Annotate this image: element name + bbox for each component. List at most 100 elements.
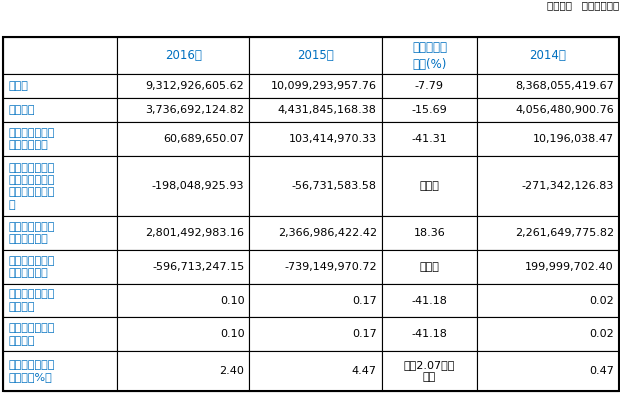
Bar: [3, 122, 117, 156]
Text: 单位：元   币种：人民币: 单位：元 币种：人民币: [546, 0, 619, 10]
Text: 0.17: 0.17: [352, 329, 377, 339]
Bar: [477, 216, 619, 250]
Text: -41.18: -41.18: [412, 329, 448, 339]
Text: -596,713,247.15: -596,713,247.15: [152, 262, 244, 272]
Bar: [382, 250, 477, 284]
Text: 8,368,055,419.67: 8,368,055,419.67: [515, 81, 614, 91]
Text: -15.69: -15.69: [412, 105, 447, 115]
Text: 10,099,293,957.76: 10,099,293,957.76: [271, 81, 377, 91]
Text: 归属于上市公司
股东的扣除非经
常性损益的净利
润: 归属于上市公司 股东的扣除非经 常性损益的净利 润: [8, 163, 55, 210]
Bar: [249, 74, 382, 98]
Bar: [382, 216, 477, 250]
Text: 0.02: 0.02: [589, 329, 614, 339]
Text: 2,261,649,775.82: 2,261,649,775.82: [515, 228, 614, 238]
Text: 4,056,480,900.76: 4,056,480,900.76: [515, 105, 614, 115]
Bar: [249, 37, 382, 74]
Text: 归属于上市公司
股东的净利润: 归属于上市公司 股东的净利润: [8, 128, 55, 151]
Bar: [477, 74, 619, 98]
Bar: [382, 74, 477, 98]
Bar: [382, 156, 477, 216]
Bar: [117, 122, 249, 156]
Bar: [3, 37, 117, 74]
Text: 0.47: 0.47: [589, 366, 614, 376]
Bar: [382, 37, 477, 74]
Bar: [477, 284, 619, 318]
Bar: [382, 98, 477, 122]
Text: -41.18: -41.18: [412, 296, 448, 306]
Text: 3,736,692,124.82: 3,736,692,124.82: [146, 105, 244, 115]
Bar: [249, 216, 382, 250]
Bar: [477, 250, 619, 284]
Bar: [477, 156, 619, 216]
Bar: [477, 98, 619, 122]
Text: 0.02: 0.02: [589, 296, 614, 306]
Bar: [249, 122, 382, 156]
Text: 2.40: 2.40: [219, 366, 244, 376]
Bar: [382, 284, 477, 318]
Text: 减少2.07个百
分点: 减少2.07个百 分点: [404, 360, 455, 382]
Text: 基本每股收益（
元／股）: 基本每股收益（ 元／股）: [8, 289, 55, 312]
Bar: [249, 318, 382, 351]
Text: -7.79: -7.79: [415, 81, 444, 91]
Bar: [477, 37, 619, 74]
Bar: [477, 351, 619, 391]
Text: 0.10: 0.10: [219, 296, 244, 306]
Text: 4,431,845,168.38: 4,431,845,168.38: [278, 105, 377, 115]
Text: 2016年: 2016年: [165, 49, 202, 62]
Text: -198,048,925.93: -198,048,925.93: [152, 181, 244, 191]
Bar: [3, 98, 117, 122]
Bar: [3, 250, 117, 284]
Text: 不适用: 不适用: [420, 181, 440, 191]
Text: 加权平均净资产
收益率（%）: 加权平均净资产 收益率（%）: [8, 360, 55, 382]
Bar: [382, 318, 477, 351]
Bar: [249, 351, 382, 391]
Text: 营业收入: 营业收入: [8, 105, 35, 115]
Text: 稀释每股收益（
元／股）: 稀释每股收益（ 元／股）: [8, 323, 55, 345]
Text: 不适用: 不适用: [420, 262, 440, 272]
Text: 60,689,650.07: 60,689,650.07: [164, 134, 244, 144]
Bar: [117, 74, 249, 98]
Text: 103,414,970.33: 103,414,970.33: [289, 134, 377, 144]
Text: 199,999,702.40: 199,999,702.40: [525, 262, 614, 272]
Text: 9,312,926,605.62: 9,312,926,605.62: [146, 81, 244, 91]
Text: 0.17: 0.17: [352, 296, 377, 306]
Text: -739,149,970.72: -739,149,970.72: [284, 262, 377, 272]
Text: 2014年: 2014年: [529, 49, 567, 62]
Bar: [249, 98, 382, 122]
Bar: [117, 351, 249, 391]
Text: -271,342,126.83: -271,342,126.83: [521, 181, 614, 191]
Bar: [3, 216, 117, 250]
Text: 10,196,038.47: 10,196,038.47: [533, 134, 614, 144]
Bar: [477, 318, 619, 351]
Text: 0.10: 0.10: [219, 329, 244, 339]
Bar: [117, 250, 249, 284]
Bar: [249, 284, 382, 318]
Bar: [117, 37, 249, 74]
Bar: [117, 98, 249, 122]
Text: 归属于上市公司
股东的净资产: 归属于上市公司 股东的净资产: [8, 222, 55, 244]
Bar: [382, 122, 477, 156]
Text: 本年比上年
增减(%): 本年比上年 增减(%): [412, 40, 447, 71]
Bar: [117, 284, 249, 318]
Bar: [3, 351, 117, 391]
Text: 4.47: 4.47: [352, 366, 377, 376]
Text: -56,731,583.58: -56,731,583.58: [292, 181, 377, 191]
Bar: [477, 122, 619, 156]
Text: 2,801,492,983.16: 2,801,492,983.16: [146, 228, 244, 238]
Bar: [3, 284, 117, 318]
Text: 18.36: 18.36: [414, 228, 445, 238]
Text: 2,366,986,422.42: 2,366,986,422.42: [278, 228, 377, 238]
Bar: [249, 156, 382, 216]
Text: 总资产: 总资产: [8, 81, 28, 91]
Text: -41.31: -41.31: [412, 134, 447, 144]
Text: 2015年: 2015年: [297, 49, 334, 62]
Bar: [117, 318, 249, 351]
Bar: [3, 156, 117, 216]
Bar: [3, 318, 117, 351]
Text: 经营活动产生的
现金流量净额: 经营活动产生的 现金流量净额: [8, 255, 55, 278]
Bar: [117, 156, 249, 216]
Bar: [382, 351, 477, 391]
Bar: [249, 250, 382, 284]
Bar: [3, 74, 117, 98]
Bar: [117, 216, 249, 250]
